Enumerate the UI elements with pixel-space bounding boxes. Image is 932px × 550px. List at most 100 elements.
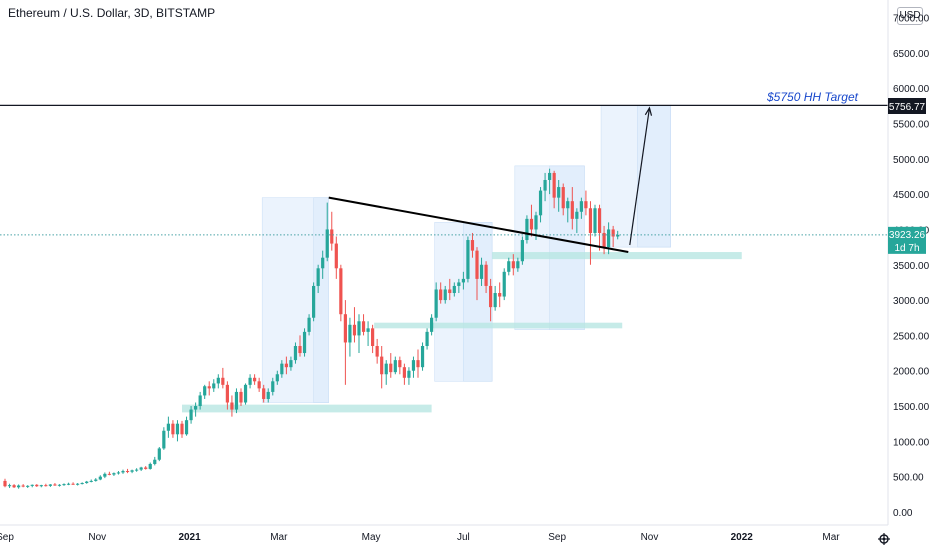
candle-body <box>194 406 198 410</box>
time-axis: Sep Nov 2021 Mar May Jul Sep Nov 2022 Mar <box>0 524 888 543</box>
candle-body <box>339 268 343 315</box>
candle-body <box>175 423 180 435</box>
candle-body <box>520 240 524 262</box>
candle-body <box>80 483 84 485</box>
candle-body <box>479 264 484 279</box>
candle-body <box>280 363 284 375</box>
last-price-value: 3923.26 <box>889 230 926 241</box>
candle <box>602 225 606 255</box>
candle <box>588 201 593 265</box>
candle <box>62 483 66 486</box>
candle <box>157 447 161 462</box>
candle-body <box>575 211 579 219</box>
candle <box>407 367 411 385</box>
price-tick-label: 5000.00 <box>893 155 930 166</box>
annotations <box>0 104 888 254</box>
candle <box>389 353 393 378</box>
candle-body <box>203 386 207 396</box>
candle-body <box>103 473 107 477</box>
candle-body <box>48 484 52 486</box>
price-tick-label: 2500.00 <box>893 331 930 342</box>
candle-body <box>430 317 434 332</box>
candle-body <box>529 218 534 230</box>
candle-body <box>402 367 406 378</box>
candle-body <box>393 360 397 373</box>
candle <box>402 363 406 385</box>
candle <box>94 478 98 482</box>
candle-body <box>39 485 43 487</box>
candle-body <box>89 480 93 482</box>
candle-body <box>3 480 7 487</box>
candle <box>484 261 488 294</box>
candle <box>39 484 43 488</box>
candle <box>339 264 343 322</box>
last-price-badge: 3923.26 1d 7h <box>888 226 926 254</box>
candle-body <box>180 423 184 435</box>
candle <box>57 484 62 487</box>
candle-body <box>452 285 456 294</box>
candle-body <box>579 201 583 212</box>
candle-body <box>239 391 243 403</box>
projection-arrow <box>629 107 651 246</box>
candle <box>439 282 443 304</box>
candle-body <box>425 331 429 346</box>
candle <box>616 230 620 240</box>
candle <box>466 236 470 283</box>
currency-button[interactable]: USD <box>897 7 923 25</box>
candle <box>334 236 338 279</box>
candle <box>89 479 93 483</box>
candle <box>493 285 497 311</box>
candle <box>80 482 84 485</box>
candle <box>139 466 143 472</box>
price-tick-label: 7000.00 <box>893 14 930 25</box>
candle-body <box>166 423 170 431</box>
candle <box>366 321 370 346</box>
candle <box>17 484 21 489</box>
candle-body <box>416 360 420 368</box>
candle-body <box>448 289 452 294</box>
candle-body <box>7 485 12 487</box>
candle-body <box>312 285 316 318</box>
candle-body <box>498 293 502 297</box>
candle <box>570 187 574 230</box>
candle <box>225 381 229 410</box>
candle <box>207 381 211 396</box>
candle-body <box>57 484 62 486</box>
chart-title: Ethereum / U.S. Dollar, 3D, BITSTAMP <box>8 6 216 20</box>
candle-body <box>12 485 16 488</box>
candle-body <box>284 363 288 368</box>
candle-body <box>53 484 57 486</box>
settings-gear-icon[interactable] <box>878 533 890 545</box>
candle-body <box>234 391 239 410</box>
candle <box>566 197 570 223</box>
candle <box>48 484 52 487</box>
candle <box>507 257 511 276</box>
price-tick-label: 6500.00 <box>893 49 930 60</box>
candle-body <box>230 402 234 410</box>
candle-body <box>76 483 80 485</box>
time-tick-label: 2022 <box>731 532 754 543</box>
price-axis: 7000.00 6500.00 6000.00 5500.00 5000.00 4500.… <box>887 0 930 525</box>
candle <box>53 483 57 486</box>
candle-body <box>266 391 270 399</box>
candle-body <box>352 324 357 336</box>
candle <box>184 416 189 436</box>
candle <box>66 482 71 486</box>
time-tick-label: Mar <box>270 532 288 543</box>
candle <box>71 482 75 485</box>
support-zone <box>374 322 623 329</box>
candle-body <box>212 383 216 389</box>
candle <box>538 187 543 223</box>
candle <box>343 300 347 385</box>
candle-body <box>584 201 588 209</box>
candle <box>448 278 452 301</box>
candle <box>35 484 39 487</box>
candle <box>112 472 116 476</box>
candle-body <box>221 377 225 385</box>
candle <box>312 282 316 322</box>
candle <box>135 468 139 472</box>
candle-body <box>552 172 556 198</box>
candle <box>529 204 534 237</box>
candle-body <box>30 484 34 486</box>
